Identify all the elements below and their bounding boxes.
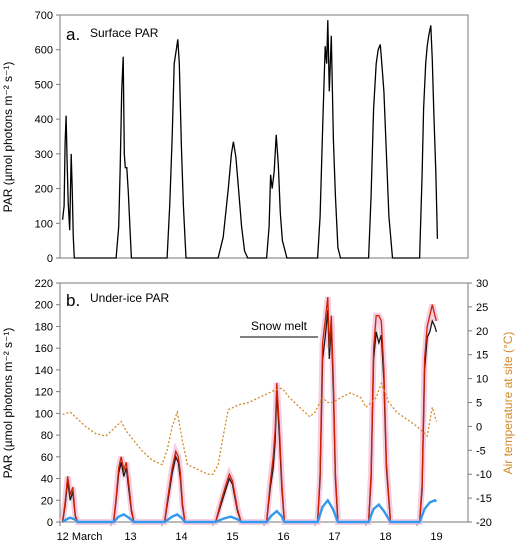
air-temperature-line (62, 381, 438, 475)
panel-a-ytick-label: 600 (35, 45, 53, 57)
under-ice-par-line-blue (61, 498, 438, 524)
panel-b-y2tick-label: 0 (476, 421, 482, 433)
panel-a-ytick-label: 100 (35, 218, 53, 230)
panel-b-xtick-label: 17 (328, 531, 340, 543)
under-ice-par-range-shading (59, 296, 440, 525)
panel-b-y-ticks: 0 20 40 60 80 100 120 140 160 180 200 220 (35, 278, 60, 529)
panel-b-y2tick-label: 5 (476, 398, 482, 410)
panel-a-ytick-label: 200 (35, 184, 53, 196)
panel-b-y2tick-label: 10 (476, 374, 488, 386)
panel-a-title: Surface PAR (90, 26, 159, 40)
snow-melt-annotation: Snow melt (251, 319, 308, 333)
panel-a-ytick-label: 700 (35, 10, 53, 22)
panel-b-y2tick-label: 30 (476, 278, 488, 290)
panel-b-ytick-label: 120 (35, 387, 53, 399)
panel-a-y-ticks: 0 100 200 300 400 500 600 700 (35, 10, 60, 265)
panel-b-y2tick-label: 15 (476, 350, 488, 362)
panel-b-xtick-label: 12 March (57, 531, 103, 543)
panel-b-ytick-label: 0 (47, 517, 53, 529)
panel-b-x-ticks: 12 March 13 14 15 16 17 18 19 (57, 522, 443, 543)
panel-b-y2tick-label: -15 (476, 493, 492, 505)
panel-b-y2tick-label: -5 (476, 445, 486, 457)
panel-a-ytick-label: 400 (35, 114, 53, 126)
panel-b-under-ice-par: b. Under-ice PAR Snow melt PAR (µmol pho… (1, 278, 515, 543)
panel-a-series (61, 20, 439, 259)
panel-b-ytick-label: 60 (41, 452, 53, 464)
panel-a-ytick-label: 0 (47, 253, 53, 265)
panel-b-y2tick-label: 25 (476, 302, 488, 314)
panel-b-ytick-label: 40 (41, 474, 53, 486)
panel-b-xtick-label: 15 (226, 531, 238, 543)
panel-b-ylabel: PAR (µmol photons m⁻² s⁻¹) (1, 328, 15, 479)
panel-b-ytick-label: 80 (41, 430, 53, 442)
panel-b-ytick-label: 160 (35, 343, 53, 355)
panel-b-ytick-label: 140 (35, 365, 53, 377)
surface-par-line (61, 20, 439, 259)
panel-b-ytick-label: 180 (35, 321, 53, 333)
under-ice-par-line-red (61, 297, 438, 523)
panel-b-ytick-label: 100 (35, 408, 53, 420)
panel-b-ytick-label: 220 (35, 278, 53, 290)
panel-b-y2tick-label: 20 (476, 326, 488, 338)
panel-b-y2-ticks: -20 -15 -10 -5 0 5 10 15 20 25 30 (468, 278, 492, 529)
panel-a-label: a. (66, 25, 80, 44)
panel-b-title: Under-ice PAR (90, 291, 169, 305)
panel-b-xtick-label: 19 (430, 531, 442, 543)
panel-a-ytick-label: 500 (35, 79, 53, 91)
panel-b-xtick-label: 14 (175, 531, 187, 543)
panel-a-ytick-label: 300 (35, 149, 53, 161)
panel-b-xtick-label: 18 (379, 531, 391, 543)
panel-b-label: b. (66, 291, 80, 310)
panel-b-xtick-label: 16 (277, 531, 289, 543)
panel-a-ylabel: PAR (µmol photons m⁻² s⁻¹) (1, 62, 15, 213)
panel-b-y2label: Air temperature at site (°C) (501, 332, 515, 475)
panel-a-surface-par: a. Surface PAR PAR (µmol photons m⁻² s⁻¹… (1, 10, 469, 265)
panel-b-ytick-label: 20 (41, 495, 53, 507)
panel-b-series (59, 296, 440, 525)
panel-b-xtick-label: 13 (124, 531, 136, 543)
panel-b-y2tick-label: -20 (476, 517, 492, 529)
panel-b-ytick-label: 200 (35, 300, 53, 312)
panel-b-y2tick-label: -10 (476, 469, 492, 481)
